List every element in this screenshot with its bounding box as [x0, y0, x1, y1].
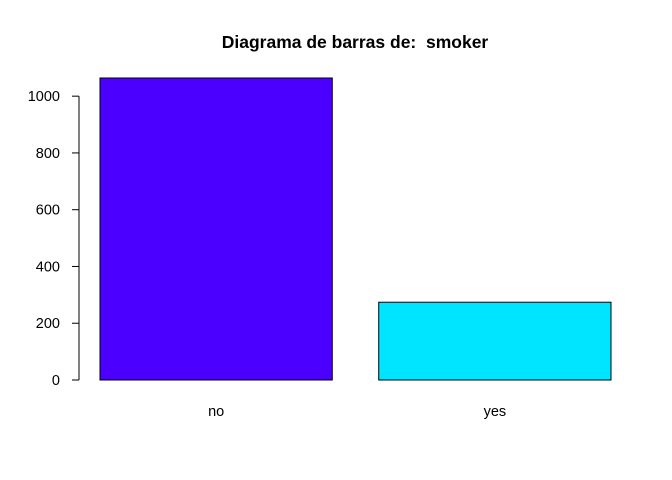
bar-yes — [378, 301, 612, 381]
bar-no — [99, 77, 333, 381]
y-tick-label-600: 600 — [36, 203, 60, 219]
bars-group — [99, 77, 612, 381]
y-tick-label-400: 400 — [36, 259, 60, 275]
y-tick-label-1000: 1000 — [28, 89, 60, 105]
x-axis-labels: no yes — [208, 404, 506, 420]
y-tick-label-800: 800 — [36, 146, 60, 162]
x-tick-label-yes: yes — [484, 404, 507, 420]
y-tick-label-200: 200 — [36, 316, 60, 332]
chart-title: Diagrama de barras de: smoker — [222, 32, 489, 52]
y-axis: 0 200 400 600 800 1000 — [28, 89, 80, 389]
y-tick-label-0: 0 — [52, 373, 60, 389]
x-tick-label-no: no — [208, 404, 224, 420]
